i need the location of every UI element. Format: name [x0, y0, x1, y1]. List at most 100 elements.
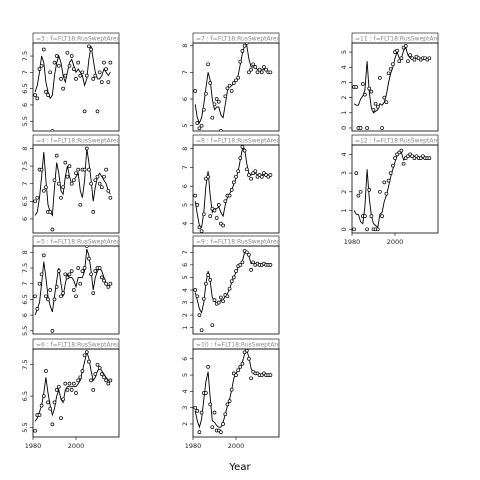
observed-point — [50, 329, 55, 333]
observed-point — [386, 178, 391, 183]
y-tick-label: 7 — [181, 165, 189, 169]
observed-point — [206, 365, 210, 369]
observed-point — [63, 160, 68, 165]
panel-2: =4 : f=FLT18:RusSweptArea 6 6.5 7 7.5 8 — [21, 134, 121, 234]
observed-point — [87, 256, 91, 261]
observed-point — [93, 372, 98, 376]
observed-point — [247, 356, 251, 361]
observed-point — [219, 129, 223, 131]
observed-point — [33, 93, 37, 97]
observed-point — [247, 173, 251, 177]
observed-point — [212, 298, 217, 302]
observed-point — [238, 156, 243, 160]
observed-point — [229, 89, 234, 93]
panel-data — [33, 146, 113, 232]
y-tick-label: 2 — [340, 96, 348, 100]
panel-data — [193, 249, 273, 333]
observed-point — [206, 273, 210, 277]
observed-point — [193, 193, 198, 198]
y-tick-label: 4 — [181, 389, 189, 393]
observed-point — [84, 146, 89, 151]
observed-point — [219, 221, 223, 226]
panel-9: =11 : f=FLT18:RusSweptArea 0 1 2 3 4 5 — [340, 32, 443, 132]
observed-point — [84, 246, 89, 248]
observed-point — [59, 416, 63, 420]
observed-point — [84, 350, 89, 354]
observed-point — [388, 171, 393, 175]
panel-5: =7 : f=FLT18:RusSweptArea 5 6 7 8 — [181, 32, 280, 132]
observed-point — [97, 366, 102, 370]
observed-point — [236, 75, 241, 80]
panel-4: =6 : f=FLT18:RusSweptArea 5.5 6.5 7.5 1980 20… — [21, 338, 120, 450]
observed-point — [257, 67, 262, 72]
observed-point — [91, 210, 96, 214]
observed-point — [44, 369, 48, 373]
observed-point — [93, 178, 98, 183]
panel-frame — [32, 42, 120, 132]
y-tick-label: 3 — [340, 171, 348, 175]
panel-strip-label: =11 : f=FLT18:RusSweptArea — [355, 36, 443, 43]
x-tick-label: 1980 — [185, 442, 202, 450]
observed-point — [223, 412, 228, 417]
y-tick-label: 6.5 — [21, 391, 29, 401]
fitted-line — [34, 350, 111, 422]
y-tick-label: 7.5 — [21, 51, 29, 61]
observed-point — [82, 167, 87, 172]
observed-point — [199, 229, 204, 233]
observed-point — [76, 378, 81, 383]
observed-point — [204, 281, 208, 286]
observed-point — [253, 169, 258, 174]
observed-point — [201, 107, 206, 112]
y-tick-label: 4 — [340, 152, 348, 156]
observed-point — [199, 328, 204, 333]
observed-point — [91, 291, 96, 295]
observed-point — [227, 286, 232, 291]
observed-point — [52, 178, 57, 183]
observed-point — [74, 294, 78, 299]
y-tick-label: 4 — [181, 222, 189, 226]
observed-point — [375, 227, 380, 232]
observed-point — [71, 178, 76, 183]
observed-point — [82, 353, 87, 358]
observed-point — [44, 294, 48, 299]
observed-point — [52, 60, 57, 65]
y-tick-label: 6 — [181, 263, 189, 267]
observed-point — [63, 73, 68, 78]
observed-point — [225, 294, 230, 299]
observed-point — [367, 86, 372, 91]
panel-strip-label: =4 : f=FLT18:RusSweptArea — [36, 138, 121, 145]
observed-point — [48, 288, 53, 292]
observed-point — [46, 297, 50, 302]
observed-point — [242, 148, 247, 153]
observed-point — [234, 269, 238, 273]
observed-point — [375, 104, 380, 109]
observed-point — [39, 167, 44, 172]
observed-point — [382, 95, 387, 100]
observed-point — [61, 291, 65, 295]
x-tick-label: 2000 — [68, 442, 85, 450]
observed-point — [240, 49, 245, 53]
observed-point — [197, 313, 202, 317]
observed-point — [195, 409, 200, 413]
observed-point — [82, 266, 87, 270]
y-tick-label: 6 — [21, 217, 29, 221]
observed-point — [76, 60, 81, 65]
observed-point — [97, 181, 102, 186]
observed-point — [406, 59, 410, 64]
observed-point — [74, 391, 78, 395]
observed-point — [268, 70, 273, 75]
observed-point — [63, 272, 68, 277]
observed-point — [204, 91, 208, 96]
observed-point — [360, 82, 365, 86]
panel-6: =8 : f=FLT18:RusSweptArea 4 5 6 7 8 — [181, 134, 280, 234]
observed-point — [33, 294, 37, 299]
observed-point — [391, 163, 395, 168]
observed-point — [65, 50, 70, 55]
panel-data — [352, 44, 432, 130]
observed-point — [44, 90, 48, 94]
observed-point — [44, 185, 48, 190]
observed-point — [33, 199, 37, 204]
observed-point — [108, 378, 113, 383]
observed-point — [403, 44, 408, 48]
